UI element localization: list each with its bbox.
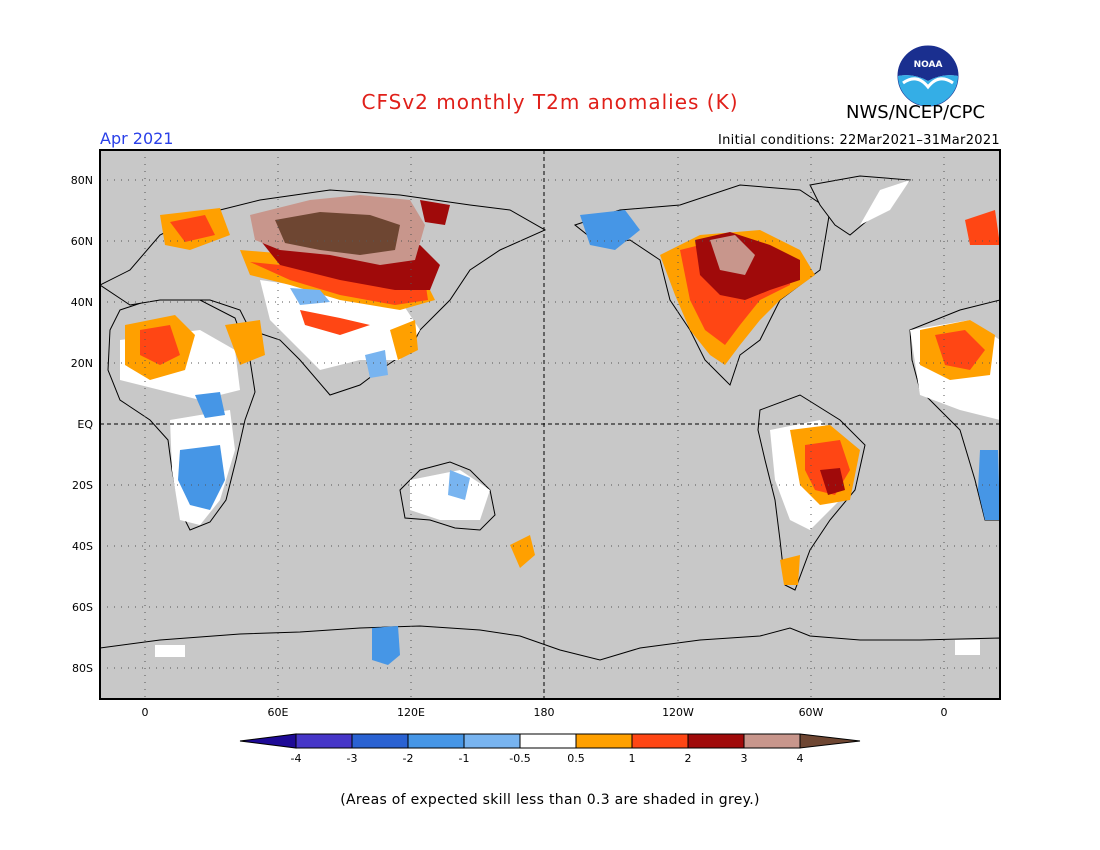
legend-tick-label: -0.5: [509, 752, 530, 765]
legend-tick-label: -3: [347, 752, 358, 765]
lon-label: 60E: [268, 706, 289, 719]
cold-anomaly-minus05-minus1: [290, 288, 470, 500]
map-content: [100, 150, 1000, 699]
legend-swatch: [575, 733, 633, 749]
legend-swatch: [407, 733, 465, 749]
equator-dateline: [100, 150, 1000, 699]
graticule: [100, 150, 1000, 699]
lat-label: EQ: [77, 418, 93, 431]
legend-tick-label: 2: [685, 752, 692, 765]
agency-label: NWS/NCEP/CPC: [846, 102, 986, 123]
lat-label: 80S: [72, 662, 93, 675]
antarctica: [100, 625, 1000, 699]
lon-label: 0: [142, 706, 149, 719]
legend-tick-label: -2: [403, 752, 414, 765]
lat-label: 60N: [71, 235, 93, 248]
color-bar-legend: -4 -3 -2 -1 -0.5 0.5 1 2 3 4: [239, 733, 861, 765]
map-frame: [99, 149, 1001, 700]
legend-swatch: [799, 733, 861, 749]
noaa-logo-text: NOAA: [914, 60, 943, 70]
legend-swatch: [463, 733, 521, 749]
lat-label: 20N: [71, 357, 93, 370]
lon-labels: 0 60E 120E 180 120W 60W 0: [142, 706, 948, 719]
legend-tick-label: -1: [459, 752, 470, 765]
forecast-month: Apr 2021: [100, 129, 174, 148]
lon-label: 0: [941, 706, 948, 719]
legend-swatch: [295, 733, 353, 749]
legend-tick-label: 1: [629, 752, 636, 765]
lon-label: 120E: [397, 706, 425, 719]
warm-anomaly-above-4: [275, 212, 400, 255]
lon-label: 180: [534, 706, 555, 719]
lat-label: 40S: [72, 540, 93, 553]
legend-swatch: [631, 733, 689, 749]
map-title: CFSv2 monthly T2m anomalies (K): [361, 90, 739, 114]
legend-swatch: [743, 733, 801, 749]
lat-label: 20S: [72, 479, 93, 492]
initial-conditions: Initial conditions: 22Mar2021–31Mar2021: [717, 133, 1000, 148]
footnote: (Areas of expected skill less than 0.3 a…: [340, 792, 760, 808]
legend-swatch: [239, 733, 297, 749]
legend-swatch: [687, 733, 745, 749]
legend-swatch: [519, 733, 577, 749]
legend-swatch: [351, 733, 409, 749]
lat-label: 40N: [71, 296, 93, 309]
lat-label: 60S: [72, 601, 93, 614]
legend-tick-label: 3: [741, 752, 748, 765]
legend-tick-label: -4: [291, 752, 302, 765]
lat-label: 80N: [71, 174, 93, 187]
legend-tick-label: 0.5: [567, 752, 585, 765]
lon-label: 120W: [662, 706, 694, 719]
noaa-logo: NOAA: [895, 43, 961, 113]
lat-labels: 80N 60N 40N 20N EQ 20S 40S 60S 80S: [71, 174, 94, 675]
legend-tick-label: 4: [797, 752, 804, 765]
lon-label: 60W: [799, 706, 824, 719]
cold-anomaly-minus1-minus2: [178, 210, 1000, 665]
